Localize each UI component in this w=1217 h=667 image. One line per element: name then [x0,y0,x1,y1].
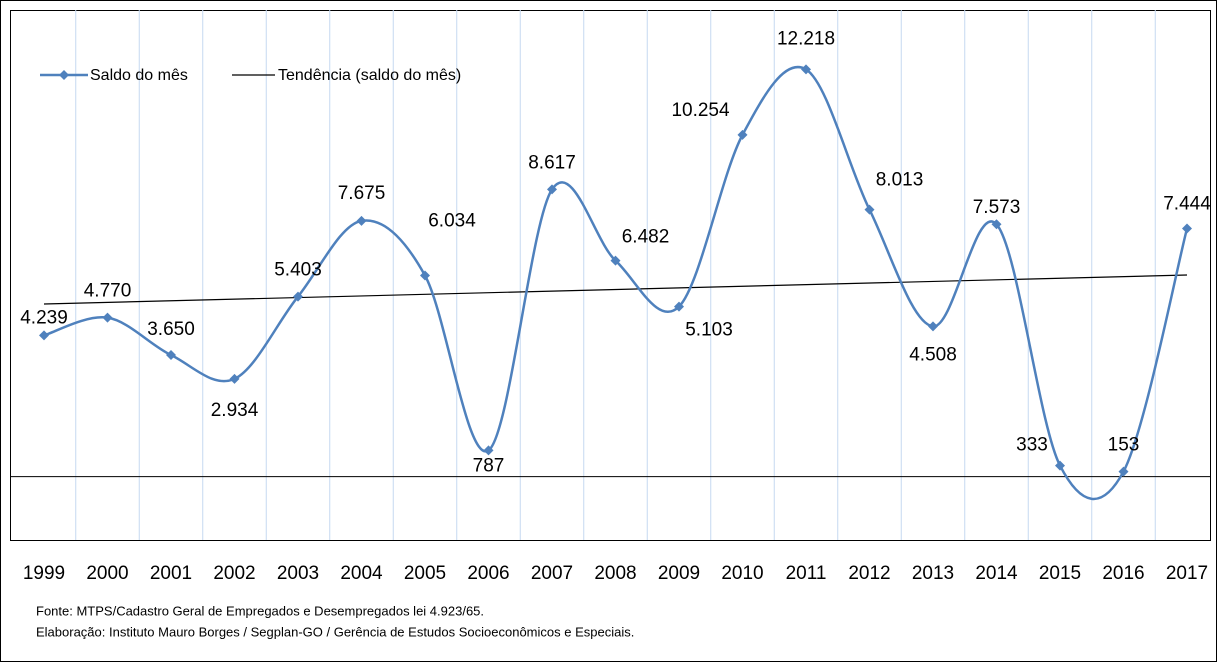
data-label: 12.218 [777,28,835,49]
data-label: 4.508 [909,344,957,365]
x-tick-label: 2006 [467,563,509,584]
marker [1118,466,1129,477]
data-label: 333 [1016,435,1048,456]
marker [39,330,49,341]
x-tick-label: 2000 [86,563,128,584]
legend-label: Tendência (saldo do mês) [278,67,461,84]
marker [864,204,875,215]
x-tick-label: 2004 [340,563,383,584]
data-label: 8.617 [528,152,576,173]
data-label: 6.482 [622,227,670,248]
data-label: 7.573 [973,197,1021,218]
x-tick-label: 2003 [277,563,319,584]
x-tick-label: 2015 [1039,563,1081,584]
marker [547,184,557,195]
x-tick-label: 2017 [1166,563,1208,584]
data-label: 10.254 [671,100,730,121]
x-tick-label: 2010 [721,563,763,584]
plot-area [10,10,1211,541]
marker [674,301,684,312]
x-tick-label: 2005 [404,563,446,584]
credit-note: Elaboração: Instituto Mauro Borges / Seg… [36,624,634,639]
marker [356,215,367,226]
data-label: 2.934 [211,400,259,421]
data-label: 6.034 [428,211,476,232]
x-tick-label: 2014 [975,563,1018,584]
marker [102,312,113,323]
x-tick-label: 1999 [23,563,65,584]
data-label: 7.675 [338,183,386,204]
legend-label: Saldo do mês [90,67,188,84]
marker [166,350,176,360]
marker [1182,223,1192,234]
data-label: 3.650 [147,319,195,340]
data-label: 787 [473,455,505,476]
x-tick-label: 2013 [912,563,954,584]
x-tick-label: 2011 [786,563,827,584]
data-label: 7.444 [1163,194,1211,215]
marker [737,129,748,140]
data-label: 4.770 [84,281,132,302]
series-line [43,65,1189,501]
marker [610,255,621,266]
legend-marker [59,70,69,80]
data-label: 153 [1108,435,1140,456]
marker [991,219,1002,230]
data-label: 8.013 [876,170,924,191]
data-label: 5.103 [685,320,733,341]
x-tick-label: 2012 [848,563,890,584]
marker [229,373,240,384]
marker [293,291,303,302]
source-note: Fonte: MTPS/Cadastro Geral de Empregados… [36,603,484,618]
trend-line [43,274,1188,305]
x-tick-label: 2007 [531,563,573,584]
data-label: 4.239 [20,307,68,328]
data-label: 5.403 [274,260,322,281]
marker [928,321,938,332]
x-tick-label: 2008 [594,563,636,584]
marker [1055,460,1065,471]
x-tick-label: 2009 [658,563,700,584]
x-tick-label: 2016 [1102,563,1144,584]
x-tick-label: 2001 [150,563,192,584]
marker [420,270,430,281]
marker [801,64,811,75]
x-tick-label: 2002 [213,563,255,584]
marker [483,445,494,456]
